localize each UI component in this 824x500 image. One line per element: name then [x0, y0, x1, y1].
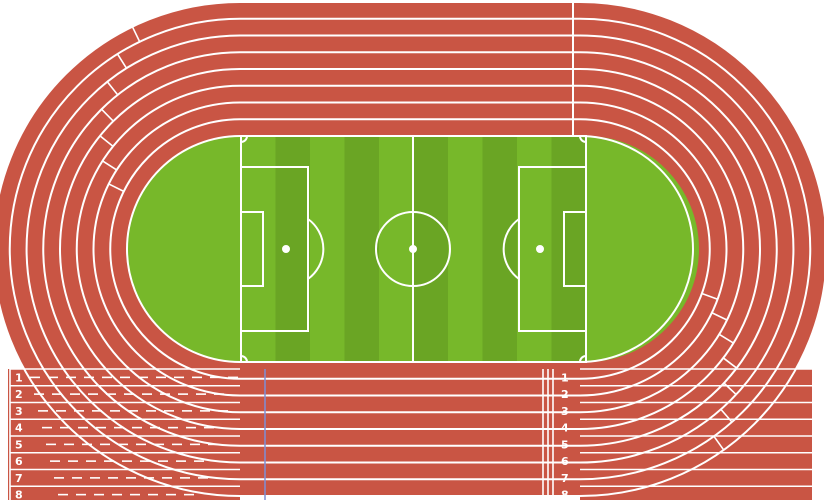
- corner-arc-top-left: [240, 135, 248, 143]
- track-surface-back-straight: [8, 369, 240, 500]
- lane-label: 4: [15, 422, 23, 435]
- lane-line: [109, 118, 711, 380]
- stagger-tick: [99, 135, 114, 147]
- lane-line: [25, 34, 795, 464]
- lane-label: 8: [15, 489, 23, 500]
- lane-line: [75, 84, 745, 414]
- grass-stripe: [551, 136, 586, 362]
- grass-stripes: [275, 136, 586, 362]
- lane-labels-start: 1 2 3 4 5 6 7 8: [15, 371, 23, 500]
- football-pitch: [240, 135, 587, 363]
- stagger-tick: [723, 382, 737, 396]
- stagger-tick: [713, 435, 725, 451]
- stagger-tick: [131, 26, 141, 43]
- stagger-tick: [106, 81, 119, 96]
- stagger-tick: [722, 357, 738, 369]
- corner-arc-bottom-left: [240, 355, 248, 363]
- corner-arc-top-right: [579, 135, 587, 143]
- right-goal-area: [563, 211, 587, 287]
- right-penalty-spot: [536, 245, 544, 253]
- grass-stripe: [482, 136, 517, 362]
- center-circle: [375, 211, 451, 287]
- corner-arc-bottom-right: [579, 355, 587, 363]
- lane-label: 3: [15, 405, 23, 418]
- stagger-tick: [711, 312, 728, 321]
- stagger-tick: [102, 160, 118, 171]
- right-penalty-arc: [502, 218, 520, 280]
- lane-label: 7: [15, 472, 23, 485]
- left-penalty-spot: [282, 245, 290, 253]
- left-penalty-arc: [307, 218, 325, 280]
- lane-line: [42, 51, 778, 447]
- grass-stripe: [344, 136, 379, 362]
- track-surface-front-straight: [580, 369, 812, 500]
- lane-label: 2: [15, 388, 23, 401]
- stagger-tick: [100, 108, 114, 122]
- lane-line: [59, 68, 761, 430]
- stagger-tick: [108, 183, 125, 193]
- lane-label: 8: [561, 489, 569, 500]
- left-goal-area: [240, 211, 264, 287]
- stagger-tick: [701, 292, 718, 300]
- lane-line: [92, 101, 728, 397]
- lane-label: 2: [561, 388, 569, 401]
- lane-label: 6: [15, 455, 23, 468]
- lane-label: 5: [561, 438, 569, 451]
- lane-label: 5: [15, 438, 23, 451]
- lane-label: 7: [561, 472, 569, 485]
- center-spot: [409, 245, 417, 253]
- grass-stripe: [275, 136, 310, 362]
- straight-lane-lines: [9, 368, 812, 500]
- lane-label: 4: [561, 422, 569, 435]
- lane-labels-finish: 1 2 3 4 5 6 7 8: [561, 371, 569, 500]
- lane-label: 6: [561, 455, 569, 468]
- stagger-marks: [99, 26, 738, 451]
- lane-label: 3: [561, 405, 569, 418]
- stagger-tick: [720, 408, 733, 423]
- stagger-tick: [116, 53, 128, 69]
- lane-label: 1: [15, 371, 23, 384]
- lane-line: [8, 17, 812, 481]
- grass-stripe: [413, 136, 448, 362]
- stagger-tick: [718, 333, 734, 344]
- lane-label: 1: [561, 371, 569, 384]
